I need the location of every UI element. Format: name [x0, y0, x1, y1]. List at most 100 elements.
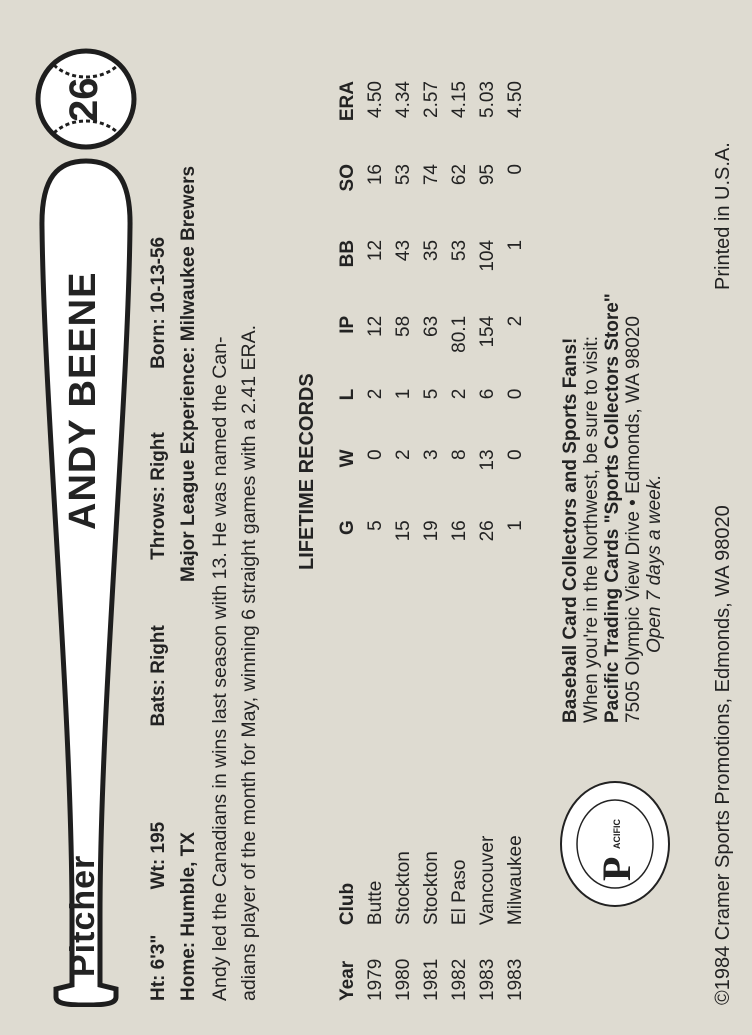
ad-hours: Open 7 days a week. [644, 474, 665, 654]
mle-label: Major League Experience: [178, 346, 199, 582]
table-cell: 0 [505, 164, 526, 175]
table-cell: 74 [421, 164, 442, 186]
pacific-logo: P ACIFIC [560, 781, 670, 907]
table-row: 1979 Butte 5 0 2 12 12 16 4.50 [362, 81, 390, 1001]
table-cell: 12 [365, 315, 386, 337]
born: 10-13-56 [148, 236, 169, 313]
weight-label: Wt: [148, 858, 169, 890]
table-cell: 13 [477, 449, 498, 471]
vitals-line: Ht: 6'3" Wt: 195 Bats: Right Throws: Rig… [148, 237, 170, 1001]
table-cell: 6 [477, 388, 498, 400]
column-header: ERA [337, 81, 358, 122]
table-cell: 16 [449, 520, 470, 542]
baseball-icon [35, 48, 137, 150]
bio-text: Andy led the Canadians in wins last seas… [206, 325, 264, 1001]
position-label: Pitcher [64, 854, 102, 977]
table-cell: 43 [393, 239, 414, 262]
table-row: 1983 Milwaukee 1 0 0 2 1 0 4.50 [502, 81, 530, 1001]
table-row: 1983 Vancouver 26 13 6 154 104 95 5.03 [474, 81, 502, 1001]
column-header: IP [337, 315, 358, 334]
bat-graphic [39, 158, 133, 1007]
store-ad: Baseball Card Collectors and Sports Fans… [560, 293, 665, 723]
table-cell: 2 [449, 388, 470, 400]
printed-in: Printed in U.S.A. [712, 142, 734, 290]
table-cell: 1983 [505, 958, 526, 1001]
table-cell: 4.34 [393, 81, 414, 118]
column-header: G [337, 520, 358, 536]
ad-store-name: Pacific Trading Cards "Sports Collectors… [602, 293, 623, 723]
table-cell: 58 [393, 315, 414, 337]
table-cell: 0 [365, 449, 386, 460]
column-header: W [337, 449, 358, 468]
height-label: Ht: [148, 974, 169, 1001]
table-cell: 1981 [421, 958, 442, 1001]
table-cell: 16 [365, 164, 386, 186]
table-cell: 80.1 [449, 315, 470, 353]
copyright: ©1984 Cramer Sports Promotions, Edmonds,… [712, 505, 734, 1005]
bats: Right [148, 625, 169, 674]
home-line: Home: Humble, TX [178, 832, 200, 1001]
mle-line: Major League Experience: Milwaukee Brewe… [178, 166, 200, 582]
table-cell: 1979 [365, 958, 386, 1001]
table-cell: 5 [421, 388, 442, 400]
table-cell: 35 [421, 239, 442, 262]
svg-text:P: P [594, 857, 639, 881]
mle: Milwaukee Brewers [178, 165, 199, 342]
table-header: Year Club G W L IP BB SO ERA [334, 81, 362, 1001]
table-row: 1981 Stockton 19 3 5 63 35 74 2.57 [418, 81, 446, 1001]
svg-text:ACIFIC: ACIFIC [612, 819, 622, 849]
table-cell: 2 [505, 315, 526, 327]
ad-address: 7505 Olympic View Drive • Edmonds, WA 98… [623, 316, 644, 723]
throws: Right [148, 432, 169, 481]
table-row: 1982 El Paso 16 8 2 80.1 53 62 4.15 [446, 81, 474, 1001]
player-name: ANDY BEENE [62, 271, 104, 530]
table-cell: 1982 [449, 958, 470, 1001]
table-cell: 63 [421, 315, 442, 337]
table-cell: 15 [393, 520, 414, 542]
table-cell: 26 [477, 520, 498, 542]
table-cell: 53 [393, 164, 414, 186]
column-header: L [337, 388, 358, 401]
ad-line: When you're in the Northwest, be sure to… [581, 336, 602, 723]
table-cell: Stockton [421, 851, 442, 926]
card-number: 26 [62, 77, 106, 123]
table-cell: Stockton [393, 851, 414, 926]
ad-headline: Baseball Card Collectors and Sports Fans… [560, 337, 581, 723]
born-label: Born: [148, 318, 169, 369]
table-cell: Milwaukee [505, 835, 526, 926]
bio-line: Andy led the Canadians in wins last seas… [209, 336, 231, 1001]
column-header: Year [337, 960, 358, 1001]
table-cell: 19 [421, 520, 442, 542]
records-table: Year Club G W L IP BB SO ERA 1979 Butte 5 0 2 12 12 16 4… [334, 81, 530, 1001]
bio-line: adians player of the month for May, winn… [238, 325, 260, 1001]
home: Humble, TX [178, 832, 199, 937]
table-cell: 1 [393, 388, 414, 400]
table-cell: Butte [365, 880, 386, 926]
bats-label: Bats: [148, 679, 169, 727]
table-row: 1980 Stockton 15 2 1 58 43 53 4.34 [390, 81, 418, 1001]
table-cell: 104 [477, 239, 498, 272]
table-cell: 8 [449, 449, 470, 460]
table-cell: 95 [477, 164, 498, 186]
table-cell: 4.50 [505, 81, 526, 118]
records-title: LIFETIME RECORDS [296, 373, 318, 570]
height: 6'3" [148, 934, 169, 970]
table-cell: 4.50 [365, 81, 386, 118]
column-header: Club [337, 882, 358, 926]
column-header: BB [337, 239, 358, 268]
weight: 195 [148, 821, 169, 854]
table-cell: El Paso [449, 859, 470, 926]
table-cell: 4.15 [449, 81, 470, 118]
home-label: Home: [178, 941, 199, 1001]
table-cell: Vancouver [477, 835, 498, 926]
table-cell: 53 [449, 239, 470, 262]
table-cell: 5.03 [477, 81, 498, 118]
table-cell: 3 [421, 449, 442, 460]
table-cell: 154 [477, 315, 498, 348]
table-cell: 0 [505, 388, 526, 400]
throws-label: Throws: [148, 486, 169, 560]
table-cell: 1983 [477, 958, 498, 1001]
table-cell: 1980 [393, 958, 414, 1001]
column-header: SO [337, 164, 358, 192]
